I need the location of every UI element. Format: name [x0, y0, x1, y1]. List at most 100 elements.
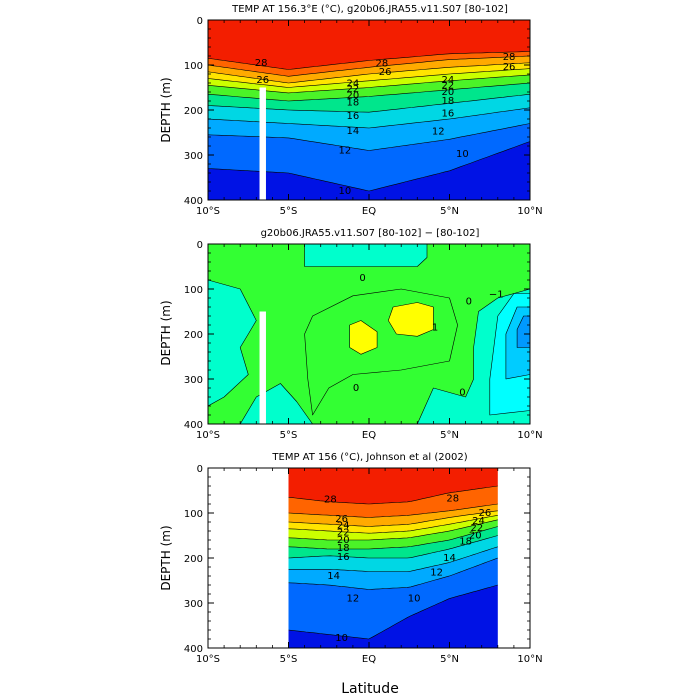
contour-label: 18 [337, 543, 350, 554]
temperature-band [208, 62, 530, 88]
y-tick-label: 200 [184, 554, 203, 565]
contour-label: 28 [255, 58, 268, 69]
contour-label: 26 [503, 62, 516, 73]
temperature-band [208, 51, 530, 77]
x-tick-label: 10°S [196, 206, 220, 217]
contour-label: 20 [347, 91, 360, 102]
x-tick-label: 5°S [280, 206, 298, 217]
y-axis-label: DEPTH (m) [159, 300, 173, 365]
y-tick-label: 0 [197, 464, 203, 475]
temperature-band [208, 123, 530, 191]
anomaly-region [239, 383, 313, 424]
temperature-band [208, 74, 530, 101]
x-tick-label: EQ [362, 654, 376, 665]
isotherm-18 [288, 526, 498, 550]
contour-label: 0 [459, 388, 465, 399]
y-tick-label: 100 [184, 61, 203, 72]
panel-observed-temperature: TEMP AT 156 (°C), Johnson et al (2002) D… [159, 452, 543, 665]
contour-label: 10 [456, 149, 469, 160]
contour-label: 10 [335, 633, 348, 644]
contour-label: 16 [347, 111, 360, 122]
isotherm-24 [208, 62, 530, 84]
temperature-band [288, 519, 498, 549]
x-tick-label: 10°N [517, 654, 542, 665]
contour-label: 26 [256, 75, 269, 86]
y-axis-label: DEPTH (m) [159, 77, 173, 142]
contour-label: 0 [359, 273, 365, 284]
plot-area: 0 1 0 −1 0 0 0 10°S 5°S EQ 5°N 10°N 0 100 200 300 400 [184, 240, 543, 441]
isotherm-28 [288, 485, 498, 505]
contour-label: 14 [327, 571, 340, 582]
contour-label: 22 [471, 523, 484, 534]
contour-label: 20 [469, 531, 482, 542]
x-tick-label: 10°S [196, 430, 220, 441]
contour-label: 20 [337, 535, 350, 546]
isotherm-28 [208, 51, 530, 70]
isotherm-14 [288, 546, 498, 572]
y-tick-label: 300 [184, 375, 203, 386]
contour-label: 0 [202, 390, 208, 401]
y-tick-label: 200 [184, 106, 203, 117]
contour-label: 24 [442, 75, 455, 86]
x-axis-label: Latitude [341, 681, 399, 697]
y-tick-label: 100 [184, 285, 203, 296]
contour-label: 12 [430, 567, 443, 578]
contour-label: 12 [338, 146, 351, 157]
plot-area: 2826242220181614121028262422201814121010… [184, 464, 543, 665]
panel-title: TEMP AT 156 (°C), Johnson et al (2002) [271, 452, 467, 463]
contour-label: 26 [379, 67, 392, 78]
temperature-band [208, 107, 530, 151]
contour-label: 24 [472, 516, 485, 527]
contour-label: 12 [347, 594, 360, 605]
x-tick-label: 10°S [196, 654, 220, 665]
contour-label: 28 [376, 59, 389, 70]
isotherm-12 [288, 557, 498, 590]
y-tick-label: 300 [184, 151, 203, 162]
contour-label: 28 [503, 52, 516, 63]
panel-model-temperature: TEMP AT 156.3°E (°C), g20b06.JRA55.v11.S… [159, 4, 543, 217]
land-mask [259, 87, 266, 200]
temperature-band [288, 546, 498, 590]
temperature-band [288, 558, 498, 639]
x-tick-label: 10°N [517, 430, 542, 441]
isotherm-24 [288, 510, 498, 527]
contour-label: 28 [324, 495, 337, 506]
temperature-band [208, 94, 530, 128]
y-tick-label: 400 [184, 196, 203, 207]
temperature-band [208, 83, 530, 113]
contour-label: 16 [442, 109, 455, 120]
isotherm-22 [288, 515, 498, 534]
contour-label: 14 [347, 126, 360, 137]
contour-label: −1 [489, 289, 504, 300]
contour-label: 26 [335, 514, 348, 525]
x-tick-label: 10°N [517, 206, 542, 217]
contour-label: 24 [347, 78, 360, 89]
contour-label: 18 [347, 97, 360, 108]
y-axis-label: DEPTH (m) [159, 525, 173, 590]
contour-label: 22 [347, 84, 360, 95]
x-tick-label: EQ [362, 206, 376, 217]
y-tick-label: 0 [197, 240, 203, 251]
y-tick-label: 400 [184, 644, 203, 655]
contour-label: 10 [338, 186, 351, 197]
contour-label: 12 [432, 127, 445, 138]
x-tick-label: EQ [362, 430, 376, 441]
y-tick-label: 200 [184, 330, 203, 341]
y-tick-label: 300 [184, 599, 203, 610]
contour-label: 0 [353, 383, 359, 394]
x-tick-label: 5°N [440, 654, 459, 665]
y-tick-label: 400 [184, 420, 203, 431]
x-tick-label: 5°S [280, 654, 298, 665]
temperature-band [208, 20, 530, 70]
y-tick-label: 0 [197, 16, 203, 27]
contour-label: 28 [446, 494, 459, 505]
temperature-band [208, 56, 530, 83]
anomaly-region [516, 315, 530, 348]
contour-label: 26 [479, 508, 492, 519]
isotherm-20 [288, 519, 498, 541]
panel-title: TEMP AT 156.3°E (°C), g20b06.JRA55.v11.S… [231, 4, 508, 15]
anomaly-region [304, 244, 428, 267]
